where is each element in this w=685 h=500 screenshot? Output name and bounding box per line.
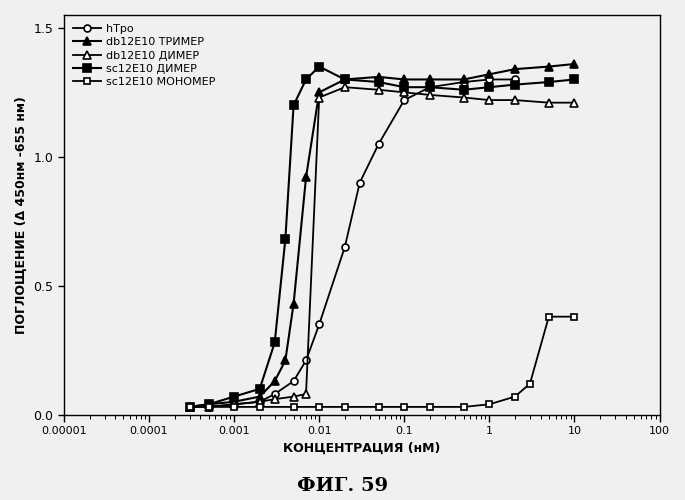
db12E10 ТРИМЕР <box>230 398 238 404</box>
hTpo <box>375 141 383 147</box>
db12E10 ДИМЕР <box>230 402 238 407</box>
hTpo <box>340 244 349 250</box>
db12E10 ТРИМЕР <box>375 74 383 80</box>
db12E10 ТРИМЕР <box>460 76 468 82</box>
Line: db12E10 ТРИМЕР: db12E10 ТРИМЕР <box>186 60 579 411</box>
db12E10 ДИМЕР <box>375 87 383 93</box>
hTpo <box>290 378 298 384</box>
sc12E10 ДИМЕР <box>460 87 468 93</box>
db12E10 ТРИМЕР <box>511 66 519 72</box>
sc12E10 ДИМЕР <box>511 82 519 87</box>
sc12E10 МОНОМЕР <box>256 404 264 410</box>
sc12E10 МОНОМЕР <box>230 404 238 410</box>
hTpo <box>485 76 493 82</box>
sc12E10 МОНОМЕР <box>400 404 408 410</box>
db12E10 ДИМЕР <box>302 391 310 397</box>
sc12E10 МОНОМЕР <box>511 394 519 400</box>
db12E10 ТРИМЕР <box>400 76 408 82</box>
db12E10 ТРИМЕР <box>571 61 579 67</box>
sc12E10 МОНОМЕР <box>485 402 493 407</box>
X-axis label: КОНЦЕНТРАЦИЯ (нМ): КОНЦЕНТРАЦИЯ (нМ) <box>283 442 440 455</box>
db12E10 ТРИМЕР <box>340 76 349 82</box>
db12E10 ДИМЕР <box>545 100 553 105</box>
sc12E10 МОНОМЕР <box>290 404 298 410</box>
sc12E10 ДИМЕР <box>204 402 212 407</box>
hTpo <box>204 404 212 410</box>
sc12E10 МОНОМЕР <box>460 404 468 410</box>
hTpo <box>186 404 194 410</box>
sc12E10 МОНОМЕР <box>186 404 194 410</box>
sc12E10 МОНОМЕР <box>340 404 349 410</box>
hTpo <box>315 322 323 328</box>
sc12E10 ДИМЕР <box>230 394 238 400</box>
db12E10 ДИМЕР <box>256 398 264 404</box>
db12E10 ДИМЕР <box>485 97 493 103</box>
hTpo <box>302 358 310 364</box>
db12E10 ДИМЕР <box>511 97 519 103</box>
db12E10 ДИМЕР <box>290 394 298 400</box>
db12E10 ДИМЕР <box>186 404 194 410</box>
sc12E10 ДИМЕР <box>186 404 194 410</box>
db12E10 ДИМЕР <box>426 92 434 98</box>
sc12E10 ДИМЕР <box>256 386 264 392</box>
db12E10 ТРИМЕР <box>302 174 310 180</box>
sc12E10 МОНОМЕР <box>204 404 212 410</box>
sc12E10 ДИМЕР <box>302 76 310 82</box>
sc12E10 МОНОМЕР <box>526 380 534 386</box>
sc12E10 ДИМЕР <box>375 79 383 85</box>
db12E10 ДИМЕР <box>315 94 323 100</box>
sc12E10 ДИМЕР <box>290 102 298 108</box>
db12E10 ДИМЕР <box>400 90 408 96</box>
sc12E10 ДИМЕР <box>271 340 279 345</box>
sc12E10 МОНОМЕР <box>571 314 579 320</box>
hTpo <box>400 97 408 103</box>
db12E10 ДИМЕР <box>204 404 212 410</box>
hTpo <box>426 84 434 90</box>
sc12E10 ДИМЕР <box>340 76 349 82</box>
Line: hTpo: hTpo <box>186 76 519 410</box>
hTpo <box>460 79 468 85</box>
db12E10 ДИМЕР <box>571 100 579 105</box>
db12E10 ТРИМЕР <box>426 76 434 82</box>
hTpo <box>230 402 238 407</box>
sc12E10 ДИМЕР <box>545 79 553 85</box>
sc12E10 МОНОМЕР <box>375 404 383 410</box>
hTpo <box>256 398 264 404</box>
db12E10 ТРИМЕР <box>485 72 493 78</box>
Line: db12E10 ДИМЕР: db12E10 ДИМЕР <box>186 83 579 411</box>
hTpo <box>271 391 279 397</box>
sc12E10 МОНОМЕР <box>315 404 323 410</box>
Text: ФИГ. 59: ФИГ. 59 <box>297 477 388 495</box>
sc12E10 ДИМЕР <box>571 76 579 82</box>
sc12E10 МОНОМЕР <box>545 314 553 320</box>
Line: sc12E10 МОНОМЕР: sc12E10 МОНОМЕР <box>186 313 578 410</box>
hTpo <box>356 180 364 186</box>
Y-axis label: ПОГЛОЩЕНИЕ (Δ 450нм -655 нм): ПОГЛОЩЕНИЕ (Δ 450нм -655 нм) <box>15 96 28 334</box>
db12E10 ТРИМЕР <box>282 358 290 364</box>
db12E10 ТРИМЕР <box>271 378 279 384</box>
sc12E10 ДИМЕР <box>426 84 434 90</box>
db12E10 ДИМЕР <box>340 84 349 90</box>
sc12E10 ДИМЕР <box>400 84 408 90</box>
db12E10 ДИМЕР <box>460 94 468 100</box>
db12E10 ТРИМЕР <box>256 394 264 400</box>
sc12E10 ДИМЕР <box>485 84 493 90</box>
db12E10 ДИМЕР <box>271 396 279 402</box>
Legend: hTpo, db12E10 ТРИМЕР, db12E10 ДИМЕР, sc12E10 ДИМЕР, sc12E10 МОНОМЕР: hTpo, db12E10 ТРИМЕР, db12E10 ДИМЕР, sc1… <box>70 20 219 90</box>
db12E10 ТРИМЕР <box>315 90 323 96</box>
Line: sc12E10 ДИМЕР: sc12E10 ДИМЕР <box>186 62 579 411</box>
db12E10 ТРИМЕР <box>204 402 212 407</box>
sc12E10 ДИМЕР <box>315 64 323 70</box>
db12E10 ТРИМЕР <box>186 404 194 410</box>
db12E10 ТРИМЕР <box>545 64 553 70</box>
hTpo <box>511 76 519 82</box>
sc12E10 ДИМЕР <box>282 236 290 242</box>
db12E10 ТРИМЕР <box>290 301 298 307</box>
sc12E10 МОНОМЕР <box>426 404 434 410</box>
